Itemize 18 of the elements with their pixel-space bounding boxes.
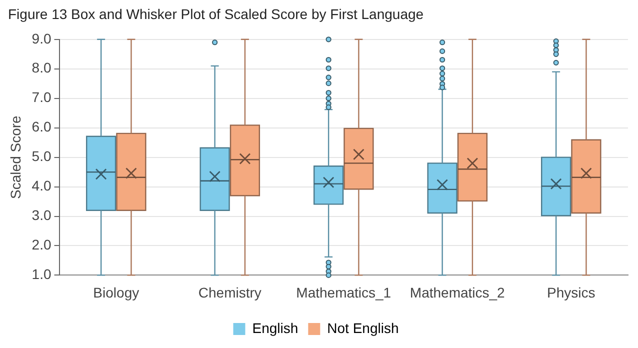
x-tick-label: Physics (547, 284, 596, 300)
y-tick-label: 3.0 (32, 207, 52, 224)
x-tick-label: Mathematics_2 (410, 284, 506, 300)
legend-label: Not English (327, 320, 399, 336)
x-tick-label: Biology (93, 284, 140, 300)
y-tick-label: 2.0 (32, 236, 52, 253)
x-tick-label: Chemistry (198, 284, 262, 300)
y-tick-label: 8.0 (32, 60, 52, 76)
y-tick-label: 4.0 (32, 178, 52, 194)
y-tick-label: 6.0 (32, 118, 52, 135)
y-tick-label: 1.0 (32, 266, 52, 282)
y-tick-label: 7.0 (32, 89, 52, 106)
chart-title: Figure 13 Box and Whisker Plot of Scaled Score by First Language (8, 6, 424, 22)
y-tick-label: 5.0 (32, 148, 52, 164)
x-tick-label: Mathematics_1 (296, 284, 392, 300)
legend-label: English (252, 320, 298, 336)
y-tick-label: 9.0 (32, 30, 52, 46)
y-axis-title: Scaled Score (7, 115, 24, 199)
